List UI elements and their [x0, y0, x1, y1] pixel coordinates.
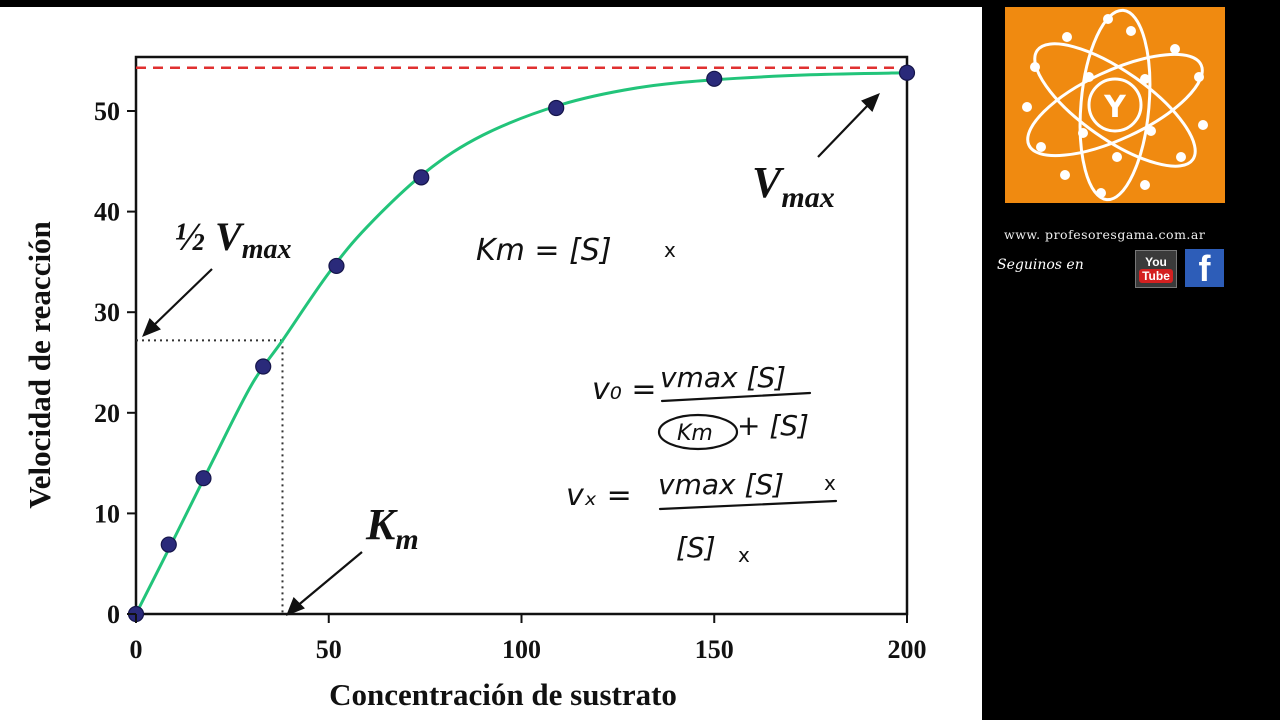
x-tick-label: 100 — [502, 635, 541, 664]
vmax-label: V — [752, 158, 785, 207]
data-point — [195, 470, 212, 487]
vmax-arrow — [817, 102, 871, 158]
km-annotation: Km — [365, 500, 419, 556]
km-circle-mark — [657, 413, 739, 451]
annotation-arrows — [142, 93, 880, 616]
half-vmax-label: ½ V — [175, 214, 245, 259]
x-tick-label: 200 — [888, 635, 927, 664]
data-point — [413, 169, 430, 186]
fit-curve-group — [134, 71, 908, 615]
data-point — [898, 64, 916, 81]
y-tick-label: 50 — [94, 97, 120, 126]
vx-numerator: vmax [S] — [658, 468, 784, 501]
x-tick-label: 50 — [316, 635, 342, 664]
vmax-annotation: Vmax — [752, 158, 835, 214]
y-tick-label: 20 — [94, 399, 120, 428]
v0-denominator-rest: + [S] — [737, 409, 809, 442]
vx-fraction-bar — [658, 499, 838, 511]
half-vmax-subscript: max — [242, 234, 292, 265]
km-subscript: m — [395, 523, 418, 556]
data-points — [127, 64, 916, 623]
michaelis-menten-chart: 0 50 100 150 200 0 10 20 30 40 50 Concentración de… — [22, 55, 927, 712]
data-point — [255, 358, 272, 375]
km-arrowhead — [286, 597, 305, 616]
website-link[interactable]: www. profesoresgama.com.ar — [1004, 227, 1206, 242]
half-vmax-annotation: ½ Vmax — [175, 214, 291, 265]
vx-lhs: vₓ = — [566, 478, 632, 513]
vx-denominator: [S] — [676, 531, 716, 564]
plot-frame — [134, 55, 909, 616]
half-vmax-arrowhead — [142, 318, 161, 337]
x-tick-label: 0 — [130, 635, 143, 664]
vmax-arrowhead — [861, 93, 880, 112]
data-point — [548, 99, 565, 117]
data-point — [160, 536, 177, 553]
youtube-button[interactable]: You Tube — [1135, 250, 1177, 288]
fit-curve — [134, 71, 908, 615]
vx-numerator-subscript: x — [824, 471, 836, 495]
data-point — [328, 257, 345, 275]
y-tick-label: 30 — [94, 298, 120, 327]
atom-logo-icon: Y — [1022, 8, 1208, 202]
handwritten-vx-equation: vₓ = vmax [S] x [S] x — [566, 468, 838, 567]
handwritten-v0-equation: v₀ = vmax [S] Km + [S] — [592, 361, 812, 451]
y-tick-label: 40 — [94, 198, 120, 227]
youtube-icon-tube: Tube — [1139, 268, 1173, 283]
km-label: K — [365, 500, 398, 549]
handwritten-km-equation: Km = [S] x — [476, 233, 676, 268]
km-arrow — [295, 551, 363, 608]
follow-us-label: Seguinos en — [997, 257, 1084, 273]
data-point — [706, 70, 723, 87]
y-axis-title: Velocidad de reacción — [22, 221, 57, 509]
v0-lhs: v₀ = — [592, 372, 656, 407]
axis-ticks: 0 50 100 150 200 0 10 20 30 40 50 — [94, 97, 927, 664]
reference-lines — [136, 66, 907, 614]
vx-denominator-subscript: x — [738, 543, 750, 567]
km-equals-subscript: x — [664, 238, 676, 262]
slide-canvas: 0 50 100 150 200 0 10 20 30 40 50 Concentración de… — [0, 7, 982, 720]
plot-border — [134, 55, 909, 616]
y-tick-label: 10 — [94, 499, 120, 528]
v0-numerator: vmax [S] — [660, 361, 786, 394]
youtube-icon-you: You — [1145, 254, 1167, 269]
y-tick-label: 0 — [107, 600, 120, 629]
vmax-subscript: max — [781, 181, 834, 214]
logo-letter: Y — [1103, 90, 1127, 125]
facebook-icon: f — [1198, 249, 1211, 287]
km-equals-text: Km = [S] — [476, 233, 612, 268]
v0-fraction-bar — [660, 391, 812, 403]
half-vmax-arrow — [151, 268, 213, 328]
v0-denominator-km: Km — [677, 421, 713, 446]
profesores-gama-logo: Y — [1005, 7, 1225, 203]
x-tick-label: 150 — [695, 635, 734, 664]
facebook-button[interactable]: f — [1185, 249, 1224, 287]
x-axis-title: Concentración de sustrato — [329, 677, 677, 712]
